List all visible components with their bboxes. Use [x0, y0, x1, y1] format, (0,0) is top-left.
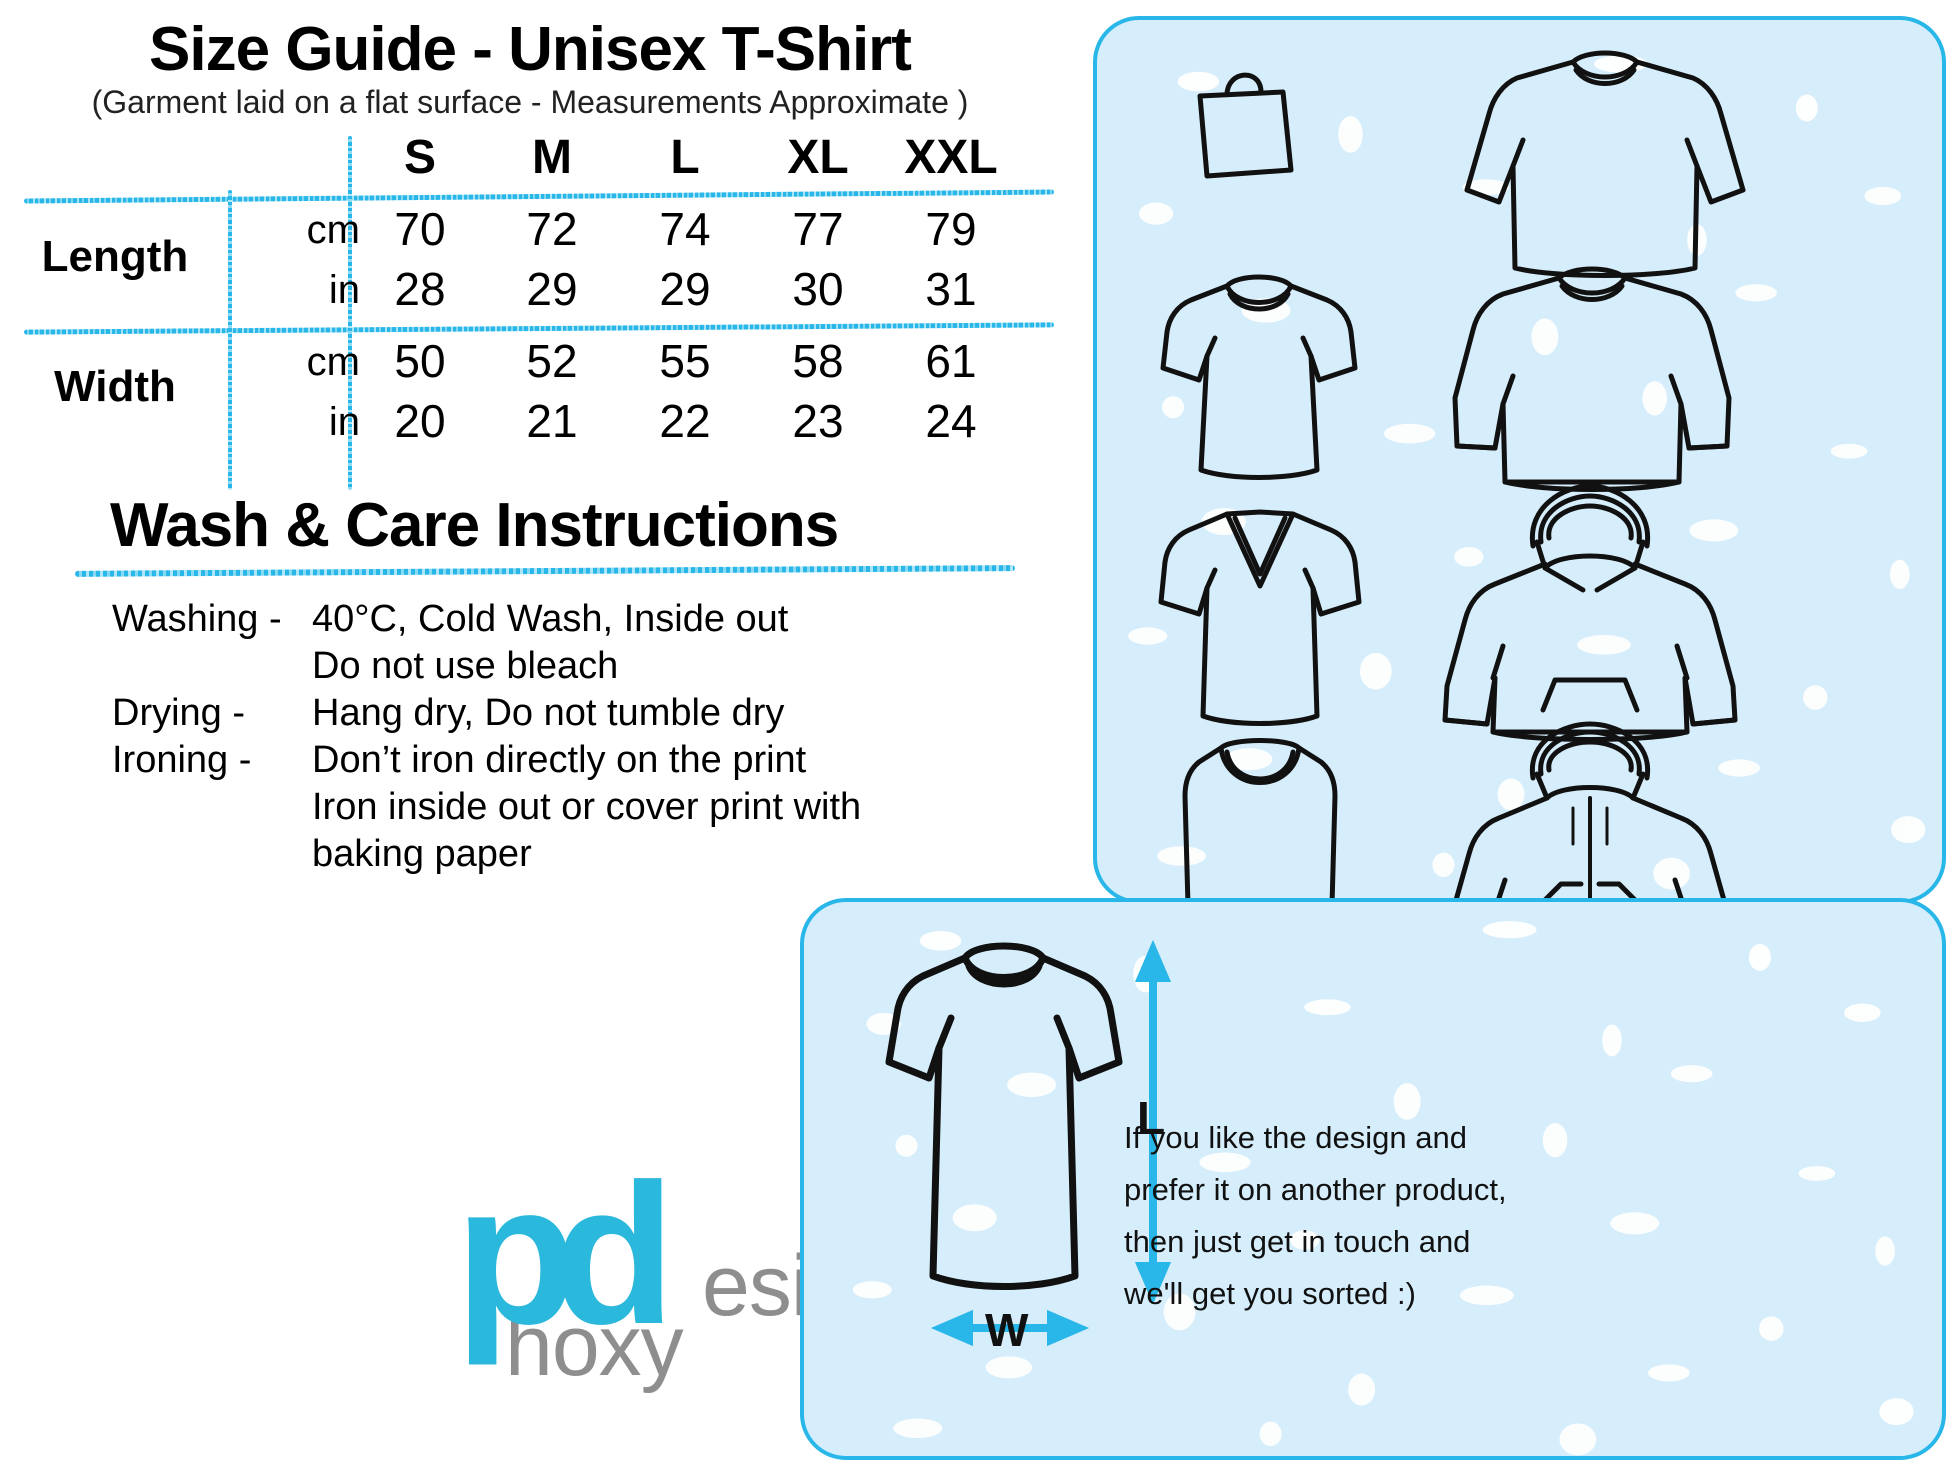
care-row-washing-2: Do not use bleach — [112, 645, 1012, 692]
care-row-ironing: Ironing - Don’t iron directly on the pri… — [112, 739, 1012, 786]
care-row-ironing-2: Iron inside out or cover print with — [112, 786, 1012, 833]
care-value-ironing-3: baking paper — [312, 833, 532, 875]
garment-illustrations-panel — [1093, 16, 1946, 904]
cell-length-cm-m: 72 — [526, 203, 578, 255]
cell-length-cm-l: 74 — [659, 203, 711, 255]
table-vrule-label — [228, 190, 232, 490]
size-table: S M L XL XXL Length cm 70 72 74 77 79 in… — [0, 130, 1070, 490]
cell-width-cm-l: 55 — [659, 335, 711, 387]
cell-width-in-xxl: 24 — [925, 395, 977, 447]
info-panel-texture — [804, 902, 1942, 1456]
care-title: Wash & Care Instructions — [110, 491, 839, 560]
v-neck-tee-icon — [1158, 509, 1362, 726]
cell-width-in-s: 20 — [394, 395, 446, 447]
long-sleeve-tee-icon — [1464, 50, 1746, 278]
cell-width-in-l: 22 — [659, 395, 711, 447]
cell-width-in-m: 21 — [526, 395, 578, 447]
care-value-washing-1: 40°C, Cold Wash, Inside out — [312, 598, 789, 640]
tank-top-icon — [1182, 738, 1338, 900]
care-key-washing: Washing - — [112, 598, 282, 640]
care-row-ironing-3: baking paper — [112, 833, 1012, 880]
row-unit-width-in: in — [328, 400, 360, 444]
care-key-ironing: Ironing - — [112, 739, 252, 781]
blurb-line-4: we'll get you sorted :) — [1124, 1276, 1416, 1311]
diagram-width-label: W — [985, 1304, 1029, 1356]
blurb-line-2: prefer it on another product, — [1124, 1172, 1507, 1207]
care-title-underline — [74, 565, 1016, 577]
tote-bag-icon — [1197, 72, 1294, 179]
cell-length-cm-xl: 77 — [792, 203, 844, 255]
table-rule-mid — [23, 322, 1055, 335]
page-subtitle: (Garment laid on a flat surface - Measur… — [91, 84, 969, 120]
measurement-diagram: L W — [885, 939, 1172, 1356]
cell-length-in-l: 29 — [659, 263, 711, 315]
care-value-drying-1: Hang dry, Do not tumble dry — [312, 692, 785, 734]
care-key-drying: Drying - — [112, 692, 246, 734]
cell-width-cm-m: 52 — [526, 335, 578, 387]
info-panel: L W If you like the design and prefer it… — [800, 898, 1946, 1460]
cell-length-cm-s: 70 — [394, 203, 446, 255]
panel-texture — [1097, 20, 1942, 900]
cell-width-in-xl: 23 — [792, 395, 844, 447]
cell-length-in-m: 29 — [526, 263, 578, 315]
page-title: Size Guide - Unisex T-Shirt — [149, 15, 912, 84]
cell-length-in-xxl: 31 — [925, 263, 977, 315]
cell-length-cm-xxl: 79 — [925, 203, 977, 255]
care-value-ironing-2: Iron inside out or cover print with — [312, 786, 862, 828]
blurb-line-1: If you like the design and — [1124, 1120, 1467, 1155]
size-header-l: L — [670, 131, 700, 184]
sweatshirt-icon — [1452, 266, 1732, 492]
womens-tee-icon — [1160, 274, 1358, 480]
size-header-xxl: XXL — [904, 131, 998, 184]
contact-blurb: If you like the design and prefer it on … — [1124, 1112, 1614, 1320]
table-vrule-unit — [348, 136, 352, 490]
hoodie-icon — [1442, 483, 1738, 742]
care-value-washing-2: Do not use bleach — [312, 645, 619, 687]
blurb-line-3: then just get in touch and — [1124, 1224, 1471, 1259]
size-header-s: S — [403, 131, 436, 184]
zip-hoodie-icon — [1453, 721, 1727, 900]
care-row-drying: Drying - Hang dry, Do not tumble dry — [112, 692, 1012, 739]
row-unit-length-in: in — [328, 268, 360, 312]
cell-width-cm-xl: 58 — [792, 335, 844, 387]
row-unit-width-cm: cm — [306, 340, 360, 384]
logo-hoxy-text: hoxy — [505, 1298, 684, 1394]
cell-length-in-xl: 30 — [792, 263, 844, 315]
care-row-washing: Washing - 40°C, Cold Wash, Inside out — [112, 598, 1012, 645]
size-header-xl: XL — [787, 131, 849, 184]
row-label-length: Length — [41, 232, 189, 281]
cell-width-cm-xxl: 61 — [925, 335, 977, 387]
row-unit-length-cm: cm — [306, 208, 360, 252]
care-list: Washing - 40°C, Cold Wash, Inside out Do… — [112, 598, 1012, 880]
cell-width-cm-s: 50 — [394, 335, 446, 387]
diagram-length-label: L — [1137, 1092, 1165, 1144]
size-header-m: M — [532, 131, 572, 184]
row-label-width: Width — [54, 362, 176, 411]
logo-pd-mark: pd — [455, 1143, 675, 1366]
cell-length-in-s: 28 — [394, 263, 446, 315]
size-header-row: S M L XL XXL — [0, 130, 1070, 192]
care-value-ironing-1: Don’t iron directly on the print — [312, 739, 807, 781]
